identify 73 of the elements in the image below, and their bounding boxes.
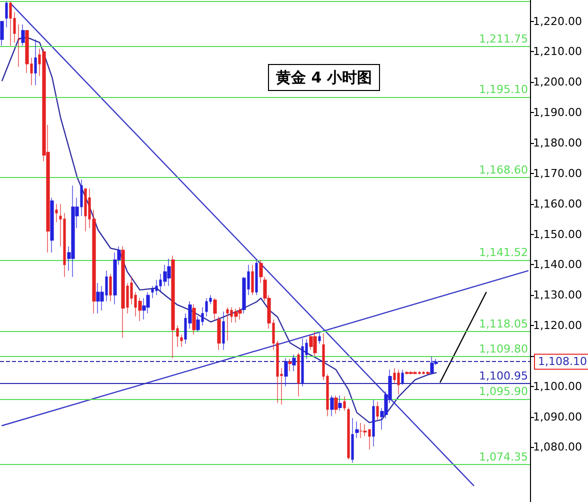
y-tick-label: 1,170.00 — [533, 166, 582, 180]
candlestick — [251, 264, 254, 296]
y-tick-label: 1,220.00 — [533, 14, 582, 28]
y-tick-label: 1,090.00 — [533, 410, 582, 424]
candlestick — [213, 298, 217, 320]
candlestick — [50, 197, 54, 253]
y-tick-label: 1,150.00 — [533, 228, 582, 241]
candlestick — [284, 358, 288, 387]
ref-line-label: 1,100.95 — [479, 370, 528, 382]
candlestick — [372, 399, 375, 447]
y-tick-label: 1,100.00 — [533, 380, 582, 393]
line-series — [1, 36, 437, 424]
candlestick — [347, 407, 350, 460]
y-tick-label: 1,130.00 — [533, 288, 582, 302]
candlestick — [397, 369, 400, 395]
candlestick — [234, 308, 238, 323]
y-tick-label: 1,190.00 — [533, 106, 582, 120]
candlestick — [297, 352, 300, 397]
y-tick-label: 1,080.00 — [533, 440, 582, 454]
ref-line-label: 1,118.05 — [479, 317, 528, 330]
candlestick — [96, 282, 100, 314]
candlestick — [0, 20, 4, 46]
candlestick — [288, 358, 292, 372]
y-tick-label: 1,200.00 — [533, 76, 582, 89]
candlestick — [318, 332, 321, 344]
ref-line-label: 1,168.60 — [479, 164, 528, 177]
ref-line-label: 1,108.10 — [538, 355, 587, 368]
candlestick — [301, 338, 304, 387]
candlestick — [109, 274, 112, 302]
candlestick — [292, 354, 296, 372]
candlestick — [222, 311, 225, 350]
candlestick — [5, 1, 8, 28]
ref-line-label: 1,195.10 — [479, 83, 528, 96]
candlestick — [330, 395, 334, 417]
y-tick-label: 1,140.00 — [533, 258, 582, 272]
candlestick — [180, 334, 183, 348]
candlestick — [430, 356, 434, 375]
y-tick-label: 1,120.00 — [533, 319, 582, 332]
candlestick — [351, 418, 354, 464]
text: 黄金 4 小时图 — [275, 68, 372, 86]
candlestick — [359, 422, 363, 438]
candlestick — [217, 316, 221, 350]
candlestick — [355, 421, 359, 438]
candlestick — [401, 369, 404, 386]
candlestick — [259, 260, 263, 284]
candlestick — [17, 24, 21, 68]
ref-line-label: 1,095.90 — [479, 384, 528, 398]
ref-line-label: 1,074.35 — [479, 450, 528, 464]
candlestick — [238, 306, 242, 320]
y-tick-label: 1,160.00 — [533, 197, 582, 210]
candlestick — [84, 188, 87, 232]
candlestick — [171, 255, 175, 358]
candlestick — [205, 298, 208, 317]
ref-line-label: 1,109.80 — [479, 342, 528, 356]
candlestick — [55, 204, 58, 222]
candlestick — [9, 1, 12, 46]
ref-line-label: 1,211.75 — [479, 32, 528, 46]
candlestick — [226, 306, 229, 342]
candlestick — [121, 246, 125, 338]
candlestick — [338, 395, 342, 412]
y-tick-label: 1,210.00 — [533, 45, 582, 58]
candlestick — [71, 185, 75, 278]
candlestick — [167, 258, 171, 286]
candlestick — [343, 396, 346, 412]
candlestick — [255, 260, 258, 296]
candlestick — [34, 39, 37, 86]
candlestick — [313, 331, 317, 356]
candlestick — [21, 24, 25, 46]
ref-line-label: 1,141.52 — [479, 246, 528, 260]
y-tick-label: 1,180.00 — [533, 136, 582, 150]
candlestick — [334, 395, 338, 414]
candlestick — [376, 401, 379, 420]
candlestick — [192, 304, 196, 335]
